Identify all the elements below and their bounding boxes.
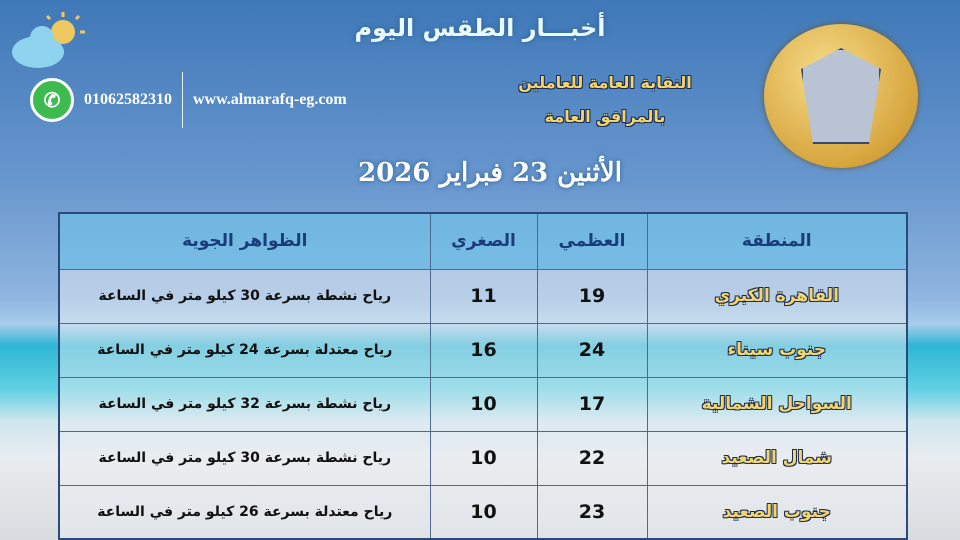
whatsapp-icon[interactable]: ✆ — [30, 78, 74, 122]
min-temp-cell: 10 — [429, 484, 538, 540]
table-row: القاهرة الكبري 19 11 رياح نشطة بسرعة 30 كيل… — [58, 268, 908, 324]
phenomena-cell: رياح نشطة بسرعة 32 كيلو متر في الساعة — [58, 376, 431, 432]
date-label: الأثنين 23 فبراير 2026 — [358, 158, 622, 188]
max-temp-cell: 24 — [536, 322, 648, 378]
table-row: شمال الصعيد 22 10 رياح نشطة بسرعة 30 كيلو م… — [58, 430, 908, 486]
region-cell: السواحل الشمالية — [646, 376, 908, 432]
region-cell: شمال الصعيد — [646, 430, 908, 486]
contact-bar: ✆ 01062582310 www.almarafq-eg.com — [30, 72, 347, 128]
max-temp-cell: 23 — [536, 484, 648, 540]
table-header-row: المنطقة العظمي الصغري الظواهر الجوية — [58, 212, 908, 270]
org-line-1: النقابة العامة للعاملين — [518, 73, 692, 92]
region-cell: جنوب الصعيد — [646, 484, 908, 540]
phenomena-cell: رياح معتدلة بسرعة 24 كيلو متر في الساعة — [58, 322, 431, 378]
phone-number[interactable]: 01062582310 — [84, 91, 172, 108]
min-temp-cell: 11 — [429, 268, 538, 324]
table-row: السواحل الشمالية 17 10 رياح نشطة بسرعة 32 ك… — [58, 376, 908, 432]
table-row: جنوب سيناء 24 16 رياح معتدلة بسرعة 24 كيلو … — [58, 322, 908, 378]
table-row: جنوب الصعيد 23 10 رياح معتدلة بسرعة 26 كيلو… — [58, 484, 908, 540]
min-temp-cell: 16 — [429, 322, 538, 378]
max-temp-cell: 22 — [536, 430, 648, 486]
max-temp-cell: 17 — [536, 376, 648, 432]
logo-emblem — [801, 48, 881, 144]
region-cell: جنوب سيناء — [646, 322, 908, 378]
sun-cloud-icon — [12, 12, 85, 68]
divider — [182, 72, 183, 128]
phenomena-cell: رياح معتدلة بسرعة 26 كيلو متر في الساعة — [58, 484, 431, 540]
min-temp-cell: 10 — [429, 376, 538, 432]
organization-name: النقابة العامة للعاملين بالمرافق العامة — [480, 66, 730, 134]
org-line-2: بالمرافق العامة — [544, 107, 666, 126]
page-title: أخبـــار الطقس اليوم — [354, 14, 606, 42]
max-temp-cell: 19 — [536, 268, 648, 324]
union-logo — [764, 24, 918, 168]
header-phenomena: الظواهر الجوية — [58, 212, 431, 270]
weather-table: المنطقة العظمي الصغري الظواهر الجوية الق… — [58, 212, 908, 540]
min-temp-cell: 10 — [429, 430, 538, 486]
phenomena-cell: رياح نشطة بسرعة 30 كيلو متر في الساعة — [58, 430, 431, 486]
website-link[interactable]: www.almarafq-eg.com — [193, 91, 347, 108]
header-min: الصغري — [429, 212, 538, 270]
header-max: العظمي — [536, 212, 648, 270]
header-region: المنطقة — [646, 212, 908, 270]
region-cell: القاهرة الكبري — [646, 268, 908, 324]
phenomena-cell: رياح نشطة بسرعة 30 كيلو متر في الساعة — [58, 268, 431, 324]
